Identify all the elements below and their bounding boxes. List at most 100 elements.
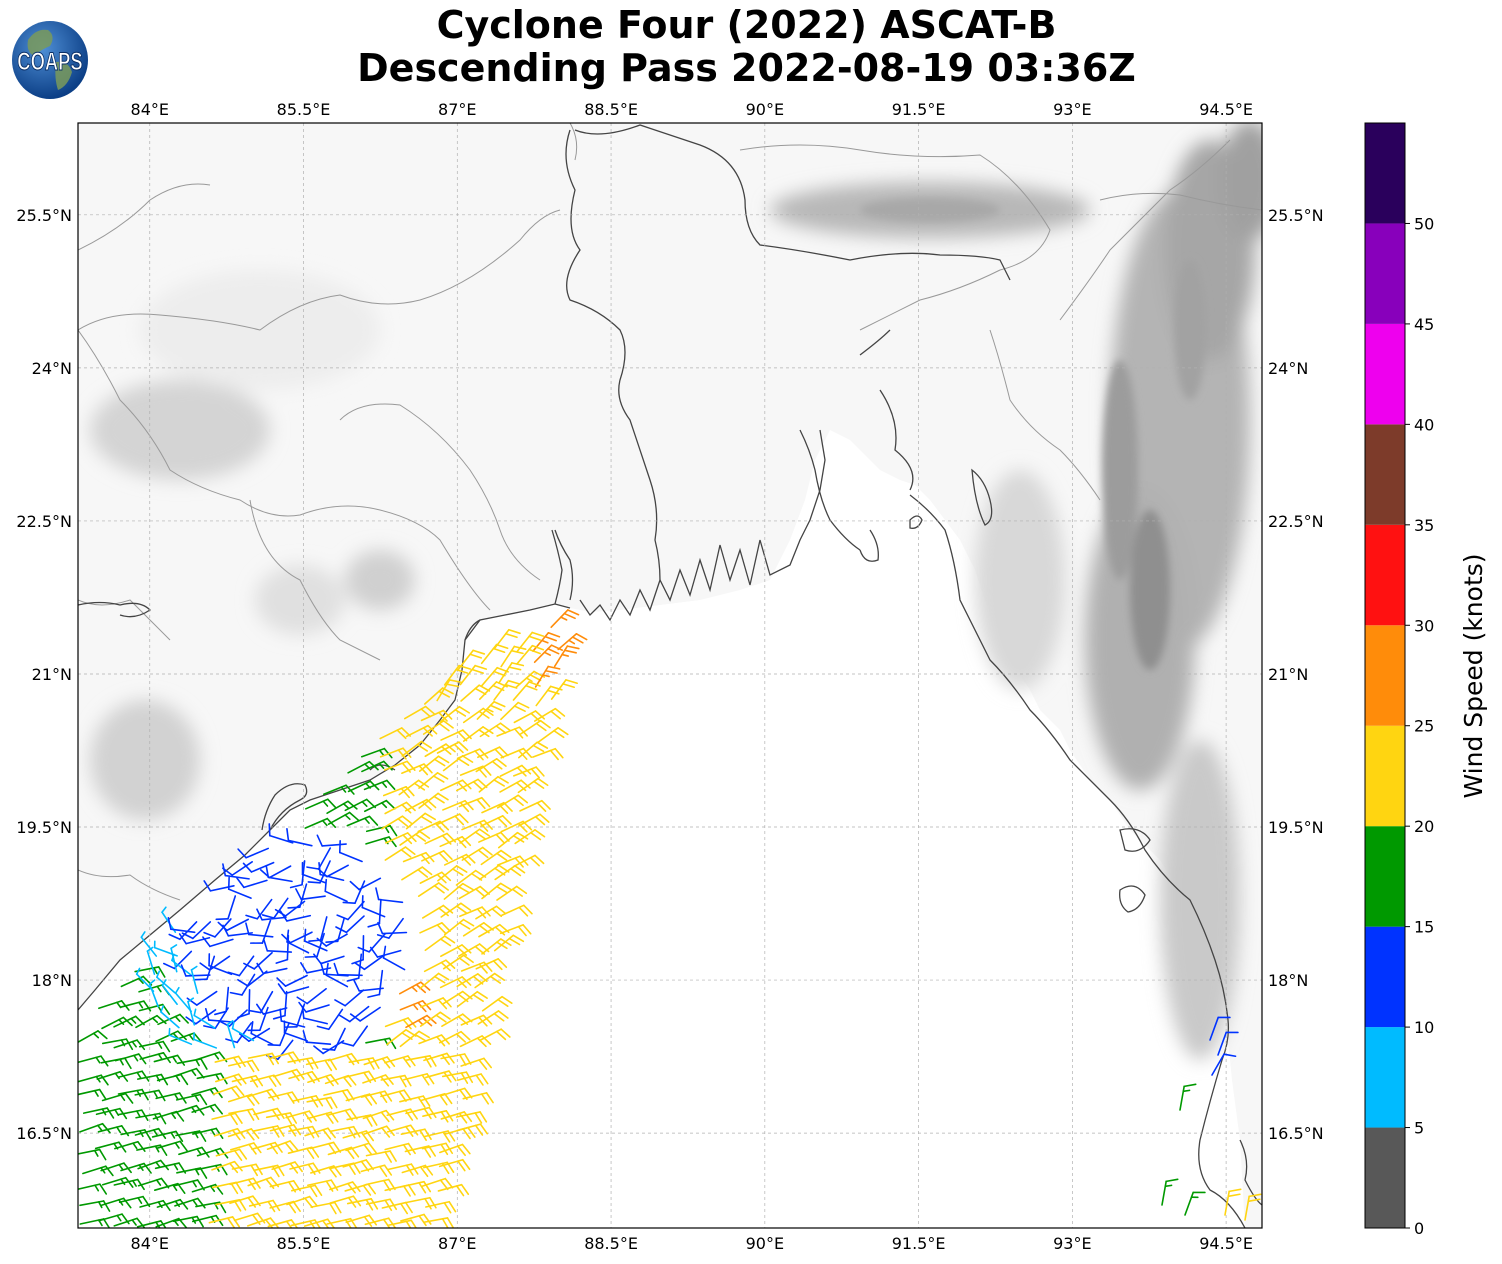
map-frame [77,122,1263,1229]
wind-barb [247,1217,279,1228]
wind-barb [399,1095,431,1108]
wind-barb [437,813,469,826]
wind-barb [286,828,313,847]
wind-barb [227,876,252,899]
wind-barb [114,1140,146,1152]
colorbar-bin [1365,223,1405,324]
wind-barb [360,747,393,759]
wind-barb [304,798,337,810]
wind-barb [384,1055,416,1068]
wind-barb [256,908,287,921]
lat-label-left: 19.5°N [16,818,72,837]
wind-barb [251,1141,283,1155]
lon-label-top: 85.5°E [277,100,331,119]
wind-barb [290,1184,323,1198]
wind-barb [336,900,365,921]
wind-barb [1211,1053,1237,1076]
wind-barb [253,1125,285,1138]
wind-barb [341,1025,369,1047]
wind-barb [461,846,493,861]
wind-barb [459,906,491,919]
wind-barb [307,1073,339,1087]
wind-barb [519,799,551,812]
wind-barb [248,1199,281,1213]
lon-label-bottom: 91.5°E [892,1234,946,1253]
wind-barb [550,609,580,629]
wind-barb [327,811,360,825]
colorbar-title: Wind Speed (knots) [1459,553,1488,798]
wind-barb [419,1011,451,1027]
wind-barb [421,1177,454,1191]
wind-barb [496,885,528,901]
wind-barb [236,877,268,889]
wind-barb [168,1027,193,1045]
wind-barb [113,1039,146,1051]
wind-barb [459,1035,492,1048]
wind-barb [474,972,506,989]
wind-barb [243,951,273,970]
wind-barb [134,1127,167,1140]
wind-barb [377,921,408,935]
wind-barb [499,764,532,777]
wind-barb [263,938,293,953]
wind-barb [324,1074,357,1088]
wind-barb [272,990,288,1020]
wind-barb [306,847,332,870]
wind-barb [286,929,310,954]
wind-barb [479,1028,511,1042]
wind-barb [178,1146,210,1158]
wind-barb [480,815,512,828]
wind-barb [78,1183,108,1195]
wind-barb [401,740,433,757]
lon-label-top: 88.5°E [584,100,638,119]
wind-barb [316,1008,344,1031]
axis-labels: 84°E 84°E 85.5°E 85.5°E 87°E 87°E 88.5°E 88.5°E… [16,100,1323,1253]
wind-barb [403,705,436,720]
terrain-shading-detail [860,198,1206,670]
wind-barb [276,974,308,987]
wind-barb [247,1088,280,1101]
wind-barb [329,1181,361,1194]
wind-barb [316,933,348,947]
lon-label-top: 90°E [746,100,784,119]
wind-barb [78,1088,107,1101]
wind-barb [301,1005,328,1025]
wind-barb [518,741,549,759]
wind-barb [277,983,310,995]
wind-barb [512,854,545,868]
wind-barb [363,779,396,791]
wind-barb [400,1213,432,1227]
wind-barb [303,1218,336,1228]
wind-barb [424,743,456,758]
wind-barb [405,1106,437,1120]
wind-barb [438,1030,471,1044]
wind-barb [256,1003,288,1015]
wind-barb [242,861,275,873]
wind-barb [439,835,472,849]
wind-barb [423,1217,455,1228]
colorbar-tick-label: 35 [1414,516,1434,535]
wind-barb [180,964,211,977]
wind-barb [167,916,196,934]
wind-barb [369,946,402,958]
wind-barb [553,645,580,668]
wind-barb [78,1148,107,1161]
wind-barb [1184,1191,1206,1216]
wind-barb [287,1146,320,1160]
title-line-1: Cyclone Four (2022) ASCAT-B [436,3,1057,47]
colorbar-tick-label: 25 [1414,717,1434,736]
wind-barb [500,701,530,721]
wind-barb [353,954,385,971]
wind-barb [346,1198,379,1211]
wind-barb [248,990,274,1014]
wind-barb [386,1108,418,1121]
wind-barb [168,921,198,941]
wind-barb [172,1067,205,1079]
wind-barb [227,1128,260,1141]
wind-barb [480,849,512,866]
lat-label-right: 24°N [1268,359,1308,378]
lat-label-left: 24°N [32,359,72,378]
wind-barb [162,950,193,970]
wind-barb [283,1020,308,1042]
wind-barb [231,1021,255,1042]
